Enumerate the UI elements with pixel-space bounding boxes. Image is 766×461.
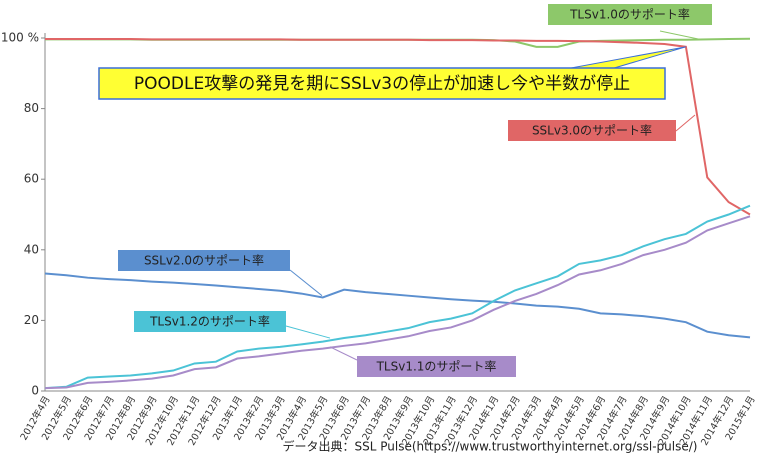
legend-label: SSLv3.0のサポート率	[532, 123, 652, 138]
legend-label: SSLv2.0のサポート率	[144, 253, 264, 268]
series-line	[45, 38, 751, 216]
series-line	[44, 204, 751, 390]
leader-line	[289, 269, 323, 297]
label-box	[508, 120, 676, 141]
source-note: データ出典：SSL Pulse(https://www.trustworthyi…	[283, 439, 698, 454]
y-tick-label: 80	[24, 101, 39, 115]
series-line	[44, 272, 751, 339]
label-box	[548, 4, 712, 25]
series-line	[44, 215, 751, 390]
y-tick-label: 20	[24, 313, 39, 327]
leader-line	[659, 30, 701, 40]
callout-box	[98, 67, 666, 100]
leader-line	[285, 325, 331, 339]
legend-label: TLSv1.1のサポート率	[376, 359, 497, 374]
leader-line	[329, 346, 358, 361]
callout-text: POODLE攻撃の発見を期にSSLv3の停止が加速し今や半数が停止	[134, 74, 630, 94]
y-tick-label: 60	[24, 172, 39, 186]
legend-label: TLSv1.2のサポート率	[149, 314, 270, 329]
y-tick-label: 100 %	[1, 31, 39, 45]
label-box	[357, 356, 516, 377]
label-box	[134, 311, 286, 332]
legend-label: TLSv1.0のサポート率	[569, 7, 690, 22]
label-box	[118, 250, 290, 271]
y-tick-label: 0	[31, 384, 39, 398]
y-tick-label: 40	[24, 242, 39, 256]
leader-line	[675, 114, 696, 132]
